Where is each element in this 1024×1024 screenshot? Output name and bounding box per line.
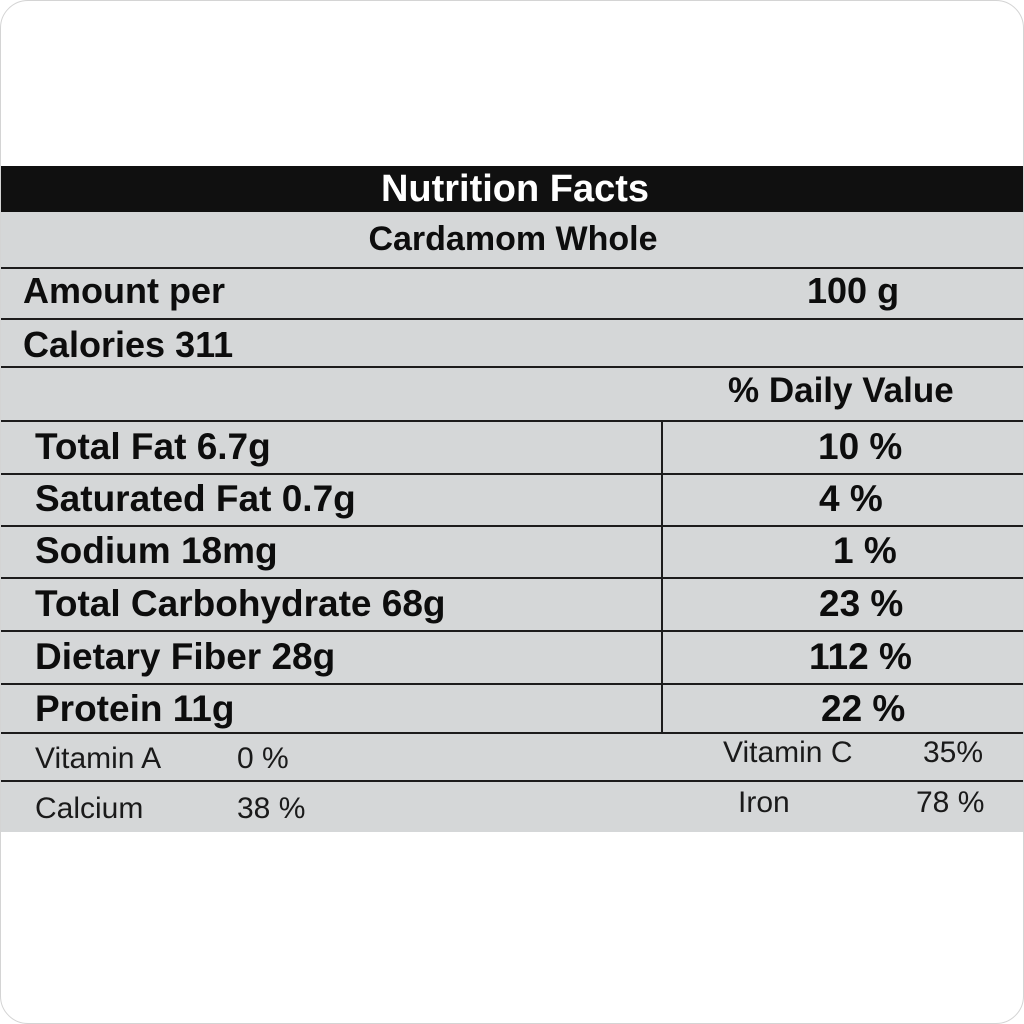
nutrient-dv-sodium: 1 %	[833, 530, 897, 571]
calcium-label: Calcium	[35, 792, 144, 825]
product-name: Cardamom Whole	[368, 220, 658, 258]
nutrient-name-saturated-fat: Saturated Fat 0.7g	[35, 478, 356, 519]
nutrient-dv-total-carbohydrate: 23 %	[819, 583, 904, 624]
serving-size: 100 g	[807, 270, 900, 311]
nutrient-name-protein: Protein 11g	[35, 688, 235, 729]
divider	[1, 630, 1023, 632]
iron-value: 78 %	[916, 786, 985, 819]
divider	[1, 420, 1023, 422]
divider	[1, 732, 1023, 734]
vitamin-a-label: Vitamin A	[35, 742, 162, 775]
nutrient-dv-protein: 22 %	[821, 688, 906, 729]
nutrient-name-total-carbohydrate: Total Carbohydrate 68g	[35, 583, 446, 624]
vitamin-a-value: 0 %	[237, 742, 289, 775]
nutrient-dv-saturated-fat: 4 %	[819, 478, 883, 519]
title-bar: Nutrition Facts	[1, 166, 1023, 212]
vitamin-c-value: 35%	[923, 736, 984, 769]
nutrient-dv-total-fat: 10 %	[818, 426, 903, 467]
divider	[1, 366, 1023, 368]
divider	[1, 683, 1023, 685]
amount-per-label: Amount per	[23, 270, 225, 311]
divider	[1, 780, 1023, 782]
divider	[1, 473, 1023, 475]
divider	[1, 318, 1023, 320]
divider	[1, 267, 1023, 269]
divider	[1, 577, 1023, 579]
vitamin-c-label: Vitamin C	[723, 736, 853, 769]
nutrient-dv-dietary-fiber: 112 %	[809, 636, 912, 677]
calories: Calories 311	[23, 324, 234, 365]
nutrient-name-dietary-fiber: Dietary Fiber 28g	[35, 636, 336, 677]
nutrient-name-total-fat: Total Fat 6.7g	[35, 426, 271, 467]
nutrition-label: Nutrition Facts Cardamom Whole Amount pe…	[1, 166, 1023, 832]
calcium-value: 38 %	[237, 792, 306, 825]
divider	[1, 525, 1023, 527]
iron-label: Iron	[738, 786, 790, 819]
label-title: Nutrition Facts	[380, 168, 650, 210]
daily-value-header: % Daily Value	[728, 371, 954, 410]
nutrient-name-sodium: Sodium 18mg	[35, 530, 278, 571]
